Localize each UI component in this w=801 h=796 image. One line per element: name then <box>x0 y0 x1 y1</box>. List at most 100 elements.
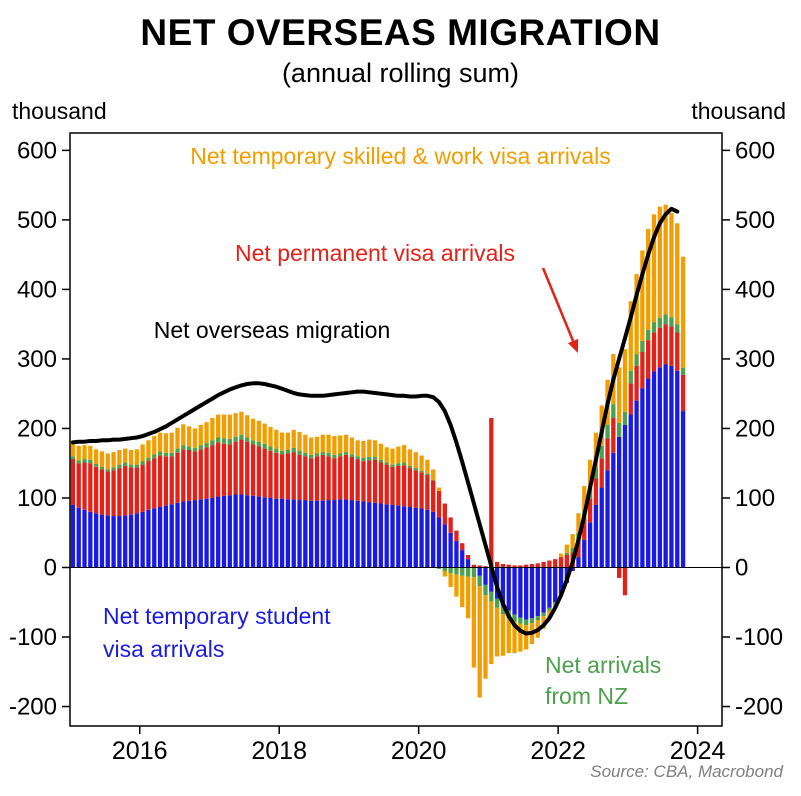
bar-segment <box>93 466 99 514</box>
bar-segment <box>541 567 546 613</box>
bar-segment <box>291 429 296 448</box>
bar-segment <box>599 487 604 568</box>
bar-segment <box>541 612 546 617</box>
bar-segment <box>646 228 651 330</box>
bar-segment <box>105 453 110 470</box>
bar-segment <box>442 567 447 571</box>
bar-segment <box>471 577 477 668</box>
bar-segment <box>593 478 599 505</box>
bar-segment <box>646 340 651 379</box>
y-tick-label-left: 0 <box>44 554 57 581</box>
bar-segment <box>407 468 413 508</box>
bar-segment <box>349 437 354 455</box>
bar-segment <box>477 565 482 568</box>
bar-segment <box>256 420 262 442</box>
bar-segment <box>163 505 169 568</box>
bar-segment <box>378 443 384 460</box>
bar-segment <box>349 456 354 501</box>
bar-segment <box>367 460 372 503</box>
bar-segment <box>343 499 349 568</box>
bar-segment <box>442 524 447 568</box>
bar-segment <box>489 567 494 592</box>
annotation-nz-arrivals-line1: Net arrivals <box>545 652 662 678</box>
bar-segment <box>192 500 198 568</box>
bar-segment <box>646 329 651 341</box>
y-tick-label-right: 200 <box>735 415 775 442</box>
bar-segment <box>314 500 320 568</box>
bar-segment <box>628 370 633 384</box>
bar-segment <box>76 463 81 508</box>
bar-segment <box>146 457 151 462</box>
net-overseas-migration-line <box>70 206 680 636</box>
bar-segment <box>186 450 192 501</box>
bar-segment <box>285 499 291 568</box>
bar-segment <box>210 445 215 498</box>
bar-segment <box>657 206 662 318</box>
bar-segment <box>262 423 267 444</box>
bar-segment <box>401 462 407 466</box>
bar-segment <box>680 256 686 368</box>
bar-segment <box>117 450 122 465</box>
bar-segment <box>407 465 413 469</box>
bar-segment <box>309 458 314 501</box>
plot-frame <box>69 132 723 727</box>
bar-segment <box>355 500 360 568</box>
bar-segment <box>524 619 529 626</box>
bar-segment <box>680 367 686 375</box>
bar-segment <box>483 566 488 568</box>
bar-segment <box>233 413 238 437</box>
bar-segment <box>541 561 546 568</box>
bar-segment <box>669 212 674 318</box>
bar-segment <box>227 444 232 496</box>
bar-segment <box>245 495 250 568</box>
bar-segment <box>611 452 616 568</box>
bar-segment <box>622 411 628 425</box>
bar-segment <box>82 462 87 510</box>
bar-segment <box>483 595 488 679</box>
bar-segment <box>320 454 325 501</box>
bar-segment <box>175 448 180 453</box>
bar-segment <box>256 446 262 497</box>
bar-segment <box>465 567 471 577</box>
bar-segment <box>651 371 657 568</box>
bar-segment <box>82 509 87 568</box>
bar-segment <box>204 498 209 568</box>
bar-segment <box>396 505 401 568</box>
bar-segment <box>448 567 453 574</box>
bar-segment <box>593 467 599 479</box>
bar-segment <box>279 498 285 568</box>
bar-segment <box>599 458 604 488</box>
bar-segment <box>454 530 459 542</box>
bar-segment <box>361 457 366 462</box>
bar-segment <box>326 500 331 568</box>
bar-segment <box>245 415 250 438</box>
bar-segment <box>303 500 308 568</box>
bar-segment <box>442 570 447 577</box>
chart-subtitle: (annual rolling sum) <box>281 58 520 88</box>
bar-segment <box>465 559 471 568</box>
bar-segment <box>117 468 122 517</box>
bar-segment <box>274 429 279 449</box>
bar-segment <box>634 354 639 366</box>
bar-segment <box>570 548 575 553</box>
bar-segment <box>605 470 610 568</box>
bar-segment <box>413 468 418 471</box>
bar-segment <box>547 567 552 608</box>
bar-segment <box>245 437 250 442</box>
bar-segment <box>553 559 558 568</box>
bar-segment <box>419 472 424 509</box>
bar-segment <box>343 452 349 455</box>
bar-segment <box>669 326 674 366</box>
y-tick-label-right: 600 <box>735 137 775 164</box>
bar-segment <box>233 494 238 568</box>
bar-segment <box>163 452 169 457</box>
bar-segment <box>640 250 645 341</box>
bar-segment <box>419 455 424 471</box>
bar-segment <box>500 614 506 656</box>
bar-segment <box>256 496 262 568</box>
bar-segment <box>128 467 134 515</box>
bar-segment <box>123 465 128 516</box>
bar-segment <box>105 469 110 472</box>
bar-segment <box>239 439 244 495</box>
bar-segment <box>396 465 401 506</box>
